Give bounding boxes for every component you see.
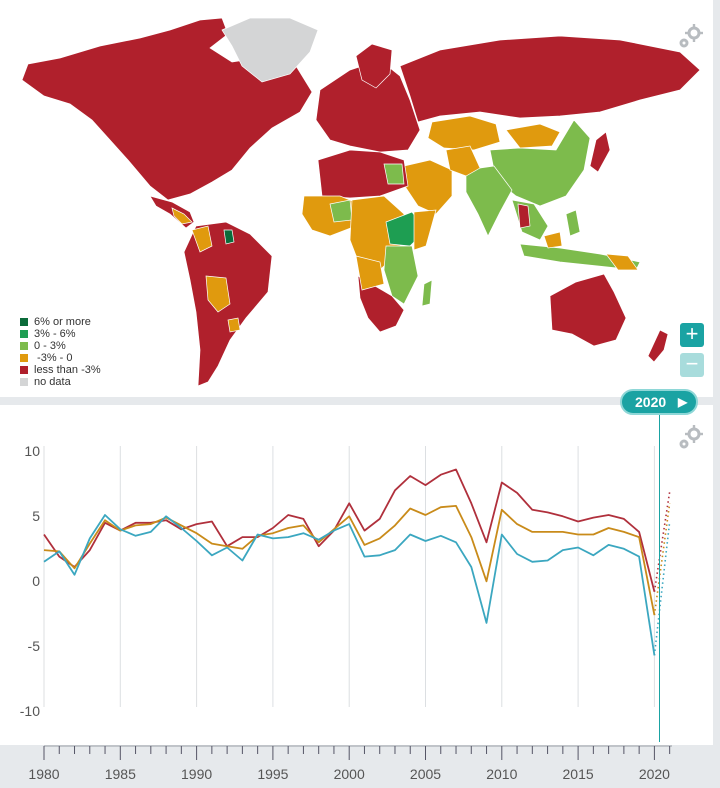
region-philippines — [565, 209, 581, 237]
legend-item: 3% - 6% — [20, 328, 101, 340]
region-malaysia — [543, 231, 563, 249]
map-settings-gear-icon[interactable] — [676, 22, 706, 57]
region-central-america-orange — [171, 207, 193, 225]
region-greenland — [221, 17, 319, 83]
region-russia — [399, 35, 701, 123]
legend-label: 0 - 3% — [34, 340, 66, 352]
legend-swatch — [20, 354, 28, 362]
legend-item: no data — [20, 376, 101, 388]
region-new-zealand — [647, 329, 669, 363]
world-map-panel: 6% or more 3% - 6% 0 - 3% -3% - 0 less t… — [0, 0, 713, 397]
legend-swatch — [20, 342, 28, 350]
legend-label: 3% - 6% — [34, 328, 76, 340]
legend-label: less than -3% — [34, 364, 101, 376]
zoom-in-button[interactable]: + — [680, 323, 704, 347]
chart-panel — [0, 405, 713, 745]
region-thailand — [517, 203, 531, 229]
x-axis-strip — [0, 745, 720, 788]
timeline-marker-line — [659, 414, 660, 742]
legend-swatch — [20, 378, 28, 386]
region-north-america — [21, 17, 313, 201]
region-east-africa — [383, 245, 419, 305]
region-middle-east — [403, 159, 453, 215]
region-brazil-orange — [205, 275, 231, 313]
legend-item: less than -3% — [20, 364, 101, 376]
region-somalia — [413, 209, 437, 251]
region-scandinavia — [355, 43, 393, 89]
legend-item: -3% - 0 — [20, 352, 101, 364]
zoom-out-button[interactable]: − — [680, 353, 704, 377]
region-kazakhstan — [427, 115, 501, 151]
legend-swatch — [20, 330, 28, 338]
legend-swatch — [20, 366, 28, 374]
region-southern-africa — [357, 275, 405, 333]
region-guyana — [223, 229, 235, 245]
world-map[interactable] — [0, 0, 713, 397]
region-egypt — [383, 163, 405, 185]
region-australia — [549, 273, 627, 347]
region-png — [605, 253, 639, 271]
legend-swatch — [20, 318, 28, 326]
legend-item: 6% or more — [20, 316, 101, 328]
region-southeast-asia — [511, 199, 549, 241]
year-label: 2020 — [635, 394, 667, 410]
legend-label: -3% - 0 — [34, 352, 73, 364]
region-uruguay — [227, 317, 241, 333]
region-india — [465, 165, 513, 237]
legend-label: no data — [34, 376, 71, 388]
region-angola — [355, 255, 385, 291]
region-madagascar — [421, 279, 433, 307]
chart-settings-gear-icon[interactable] — [676, 423, 706, 458]
region-japan — [589, 131, 611, 173]
region-venezuela — [191, 225, 213, 253]
region-west-africa-green — [329, 199, 353, 223]
map-legend: 6% or more 3% - 6% 0 - 3% -3% - 0 less t… — [20, 316, 101, 388]
play-icon[interactable]: ▶ — [678, 395, 688, 409]
legend-label: 6% or more — [34, 316, 91, 328]
legend-item: 0 - 3% — [20, 340, 101, 352]
region-iran — [445, 145, 481, 177]
region-mongolia — [505, 123, 561, 149]
year-selector-button[interactable]: 2020 ▶ — [620, 389, 698, 415]
